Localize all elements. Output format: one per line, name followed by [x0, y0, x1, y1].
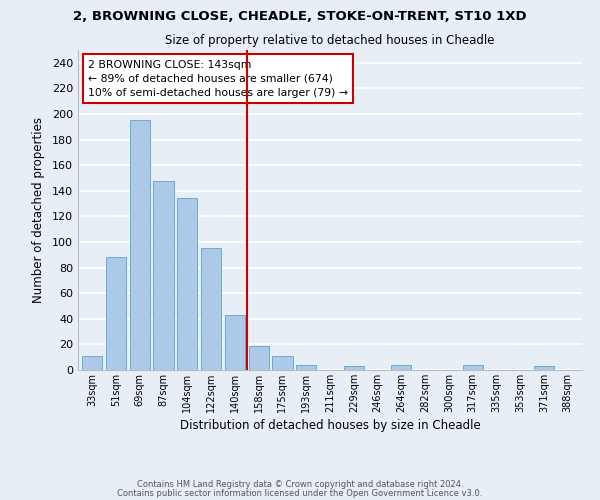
Text: Contains public sector information licensed under the Open Government Licence v3: Contains public sector information licen…: [118, 488, 482, 498]
Text: Contains HM Land Registry data © Crown copyright and database right 2024.: Contains HM Land Registry data © Crown c…: [137, 480, 463, 489]
Bar: [463, 365, 483, 370]
Bar: [534, 366, 554, 370]
Text: 2, BROWNING CLOSE, CHEADLE, STOKE-ON-TRENT, ST10 1XD: 2, BROWNING CLOSE, CHEADLE, STOKE-ON-TRE…: [73, 10, 527, 23]
Bar: [177, 198, 197, 370]
Text: 2 BROWNING CLOSE: 143sqm
← 89% of detached houses are smaller (674)
10% of semi-: 2 BROWNING CLOSE: 143sqm ← 89% of detach…: [88, 60, 348, 98]
Bar: [82, 356, 103, 370]
X-axis label: Distribution of detached houses by size in Cheadle: Distribution of detached houses by size …: [179, 419, 481, 432]
Bar: [201, 248, 221, 370]
Bar: [296, 365, 316, 370]
Bar: [106, 258, 126, 370]
Bar: [248, 346, 269, 370]
Bar: [225, 315, 245, 370]
Bar: [130, 120, 150, 370]
Title: Size of property relative to detached houses in Cheadle: Size of property relative to detached ho…: [165, 34, 495, 48]
Bar: [344, 366, 364, 370]
Bar: [272, 356, 293, 370]
Bar: [391, 365, 412, 370]
Bar: [154, 180, 173, 370]
Y-axis label: Number of detached properties: Number of detached properties: [32, 117, 45, 303]
